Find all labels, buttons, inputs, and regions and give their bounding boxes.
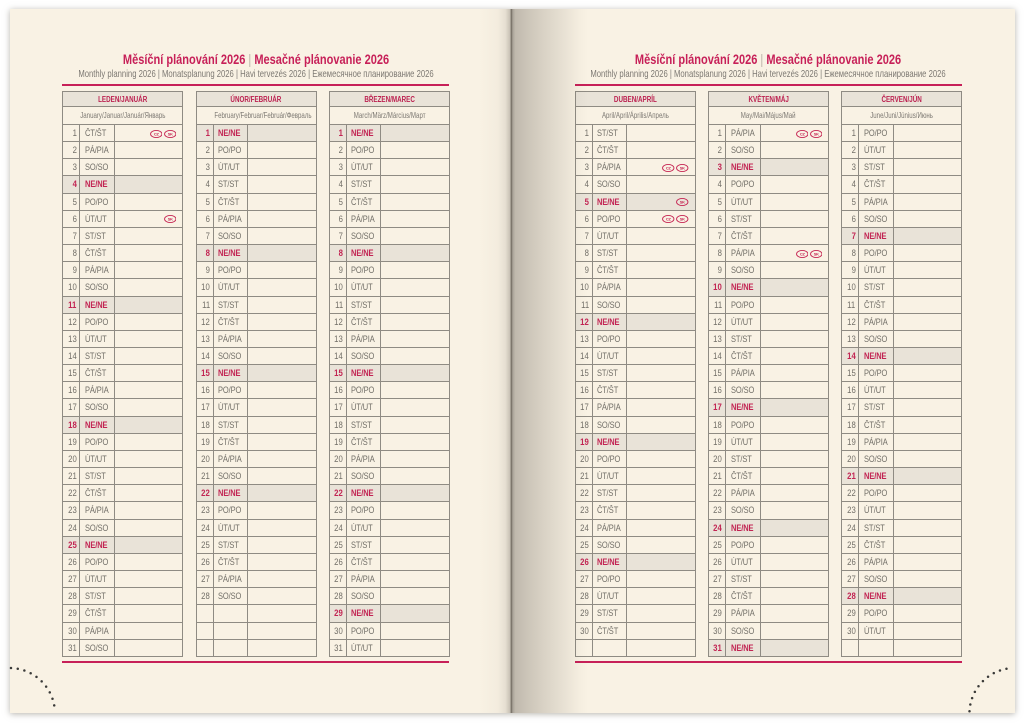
- svg-text:CZ: CZ: [154, 131, 160, 136]
- svg-text:CZ: CZ: [666, 165, 672, 170]
- svg-text:SK: SK: [680, 165, 685, 170]
- svg-text:SK: SK: [813, 251, 818, 256]
- svg-text:CZ: CZ: [800, 131, 806, 136]
- svg-text:SK: SK: [680, 200, 685, 205]
- svg-text:SK: SK: [168, 131, 173, 136]
- svg-text:CZ: CZ: [800, 251, 806, 256]
- svg-text:SK: SK: [813, 131, 818, 136]
- svg-text:SK: SK: [680, 217, 685, 222]
- svg-text:CZ: CZ: [666, 217, 672, 222]
- svg-text:SK: SK: [168, 217, 173, 222]
